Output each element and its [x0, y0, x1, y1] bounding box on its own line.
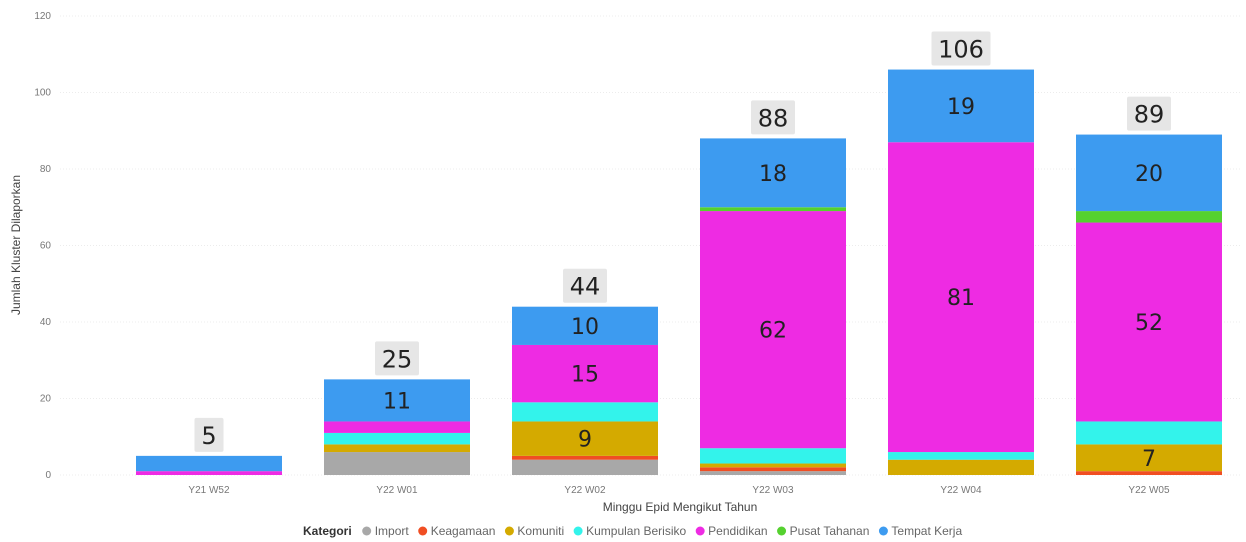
- total-label-y22-w03: 88: [758, 104, 789, 132]
- y-tick-label-100: 100: [34, 88, 51, 99]
- total-label-y22-w04: 106: [938, 36, 984, 64]
- legend-marker-pusat-tahanan: [777, 526, 787, 536]
- bars: [136, 69, 1222, 475]
- data-label-y22-w05-tempat-kerja: 20: [1135, 162, 1163, 187]
- total-label-y22-w02: 44: [570, 273, 601, 301]
- total-label-y22-w05: 89: [1134, 101, 1165, 129]
- bar-segment-y22-w01-pendidikan: [324, 421, 470, 433]
- bar-segment-y22-w02-komuniti: [512, 421, 658, 456]
- bar-segment-y22-w03-kumpulan-berisiko: [700, 448, 846, 464]
- bar-segment-y22-w03-pendidikan: [700, 211, 846, 449]
- legend-item-import: Import: [375, 524, 410, 538]
- bar-segment-y22-w02-tempat-kerja: [512, 306, 658, 345]
- x-axis-ticks: Y21 W52 Y22 W01 Y22 W02 Y22 W03 Y22 W04 Y22 W…: [188, 485, 1170, 496]
- x-tick-label-y22-w04: Y22 W04: [940, 485, 982, 496]
- y-tick-label-80: 80: [40, 164, 52, 175]
- x-tick-label-y22-w01: Y22 W01: [376, 485, 418, 496]
- total-label-bg-y21-w52: [194, 417, 224, 452]
- data-label-y22-w02-komuniti: 9: [578, 428, 592, 453]
- legend-marker-komuniti: [504, 526, 514, 536]
- x-tick-label-y22-w03: Y22 W03: [752, 485, 794, 496]
- bar-segment-y22-w03-komuniti: [700, 463, 846, 468]
- data-label-y22-w03-pendidikan: 62: [759, 319, 787, 344]
- legend-item-kumpulan-berisiko: Kumpulan Berisiko: [586, 524, 686, 538]
- data-label-y22-w05-komuniti: 7: [1142, 447, 1156, 472]
- y-tick-label-20: 20: [40, 394, 52, 405]
- bar-segment-y22-w05-pendidikan: [1076, 222, 1222, 422]
- legend: Kategori Import Keagamaan Komuniti Kumpulan…: [303, 524, 962, 538]
- total-label-y21-w52: 5: [201, 422, 216, 450]
- total-label-bg-y22-w05: [1127, 96, 1171, 131]
- data-label-y22-w03-tempat-kerja: 18: [759, 162, 787, 187]
- bar-segment-y22-w02-pendidikan: [512, 344, 658, 403]
- y-tick-label-0: 0: [45, 470, 51, 481]
- y-axis-ticks: 0 20 40 60 80 100 120: [34, 11, 51, 481]
- total-label-bg-y22-w03: [751, 100, 795, 135]
- bar-segment-y22-w05-tempat-kerja: [1076, 134, 1222, 212]
- bar-segment-y22-w03-import: [700, 471, 846, 475]
- data-label-y22-w04-tempat-kerja: 19: [947, 95, 975, 120]
- bar-segment-y22-w04-tempat-kerja: [888, 69, 1034, 143]
- legend-item-pendidikan: Pendidikan: [708, 524, 767, 538]
- bar-segment-y22-w05-pusat-tahanan: [1076, 211, 1222, 223]
- x-tick-label-y21-w52: Y21 W52: [188, 485, 230, 496]
- legend-marker-tempat-kerja: [878, 526, 888, 536]
- legend-item-keagamaan: Keagamaan: [431, 524, 496, 538]
- bar-segment-y22-w05-komuniti: [1076, 444, 1222, 472]
- bar-segment-y22-w04-pendidikan: [888, 142, 1034, 453]
- x-axis-title: Minggu Epid Mengikut Tahun: [603, 500, 758, 514]
- bar-segment-y22-w03-pusat-tahanan: [700, 207, 846, 212]
- legend-title: Kategori: [303, 524, 352, 538]
- bar-segment-y22-w01-import: [324, 452, 470, 475]
- bar-segment-y22-w03-tempat-kerja: [700, 138, 846, 208]
- data-label-y22-w04-pendidikan: 81: [947, 286, 975, 311]
- bar-segment-y22-w03-keagamaan: [700, 467, 846, 472]
- data-label-y22-w05-pendidikan: 52: [1135, 311, 1163, 336]
- total-label-bg-y22-w02: [563, 268, 607, 303]
- bar-segment-y22-w05-kumpulan-berisiko: [1076, 421, 1222, 445]
- total-label-y22-w01: 25: [382, 345, 413, 373]
- segment-labels: 11 9 15 10 62 18 81 19 7 52 20: [383, 95, 1163, 472]
- bar-segment-y21-w52-pendidikan: [136, 471, 282, 475]
- bar-segment-y22-w01-komuniti: [324, 444, 470, 453]
- y-tick-label-120: 120: [34, 11, 51, 22]
- legend-marker-keagamaan: [418, 526, 428, 536]
- legend-marker-pendidikan: [695, 526, 705, 536]
- total-label-bg-y22-w04: [931, 31, 991, 66]
- bar-segment-y22-w04-kumpulan-berisiko: [888, 452, 1034, 460]
- x-tick-label-y22-w02: Y22 W02: [564, 485, 606, 496]
- x-tick-label-y22-w05: Y22 W05: [1128, 485, 1170, 496]
- legend-item-pusat-tahanan: Pusat Tahanan: [790, 524, 870, 538]
- legend-item-komuniti: Komuniti: [517, 524, 564, 538]
- data-label-y22-w02-tempat-kerja: 10: [571, 315, 599, 340]
- data-label-y22-w01-tempat-kerja: 11: [383, 389, 411, 414]
- y-tick-label-60: 60: [40, 241, 52, 252]
- bar-segment-y22-w04-komuniti: [888, 459, 1034, 475]
- total-label-bg-y22-w01: [375, 341, 419, 376]
- bar-segment-y22-w05-keagamaan: [1076, 471, 1222, 475]
- y-tick-label-40: 40: [40, 317, 52, 328]
- bar-segment-y22-w02-import: [512, 459, 658, 475]
- legend-marker-import: [362, 526, 372, 536]
- data-label-y22-w02-pendidikan: 15: [571, 363, 599, 388]
- bar-segment-y22-w01-kumpulan-berisiko: [324, 432, 470, 445]
- bar-segment-y22-w02-keagamaan: [512, 455, 658, 460]
- legend-item-tempat-kerja: Tempat Kerja: [891, 524, 962, 538]
- bar-segment-y21-w52-tempat-kerja: [136, 455, 282, 472]
- bar-segment-y22-w01-tempat-kerja: [324, 379, 470, 422]
- y-axis-title: Jumlah Kluster Dilaporkan: [9, 175, 23, 315]
- bar-segment-y22-w02-kumpulan-berisiko: [512, 402, 658, 422]
- legend-marker-kumpulan-berisiko: [573, 526, 583, 536]
